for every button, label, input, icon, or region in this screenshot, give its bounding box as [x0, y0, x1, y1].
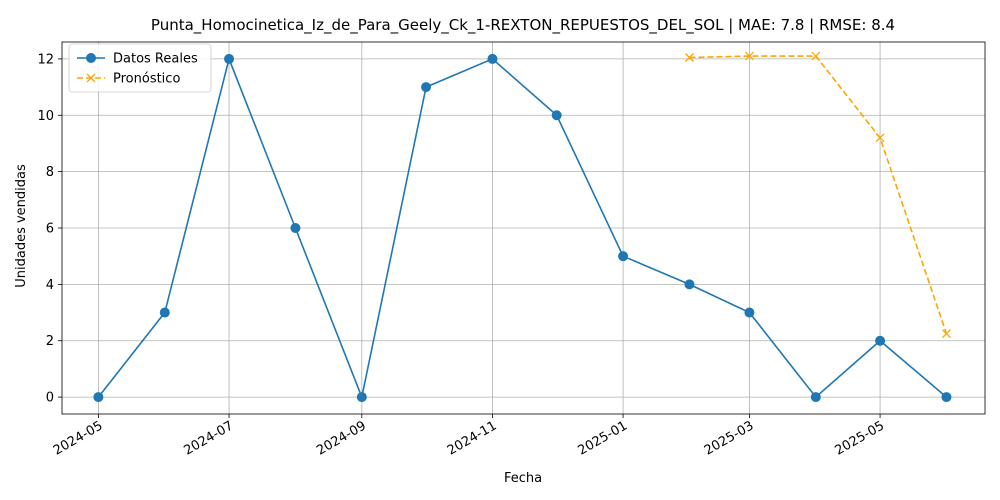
data-point — [290, 223, 301, 233]
grid-lines — [62, 42, 985, 414]
y-tick-label: 2 — [46, 334, 54, 349]
data-point — [941, 392, 952, 403]
y-axis-ticks: 0 2 4 6 8 10 12 — [37, 52, 62, 406]
data-point — [744, 51, 754, 61]
data-point — [159, 307, 170, 318]
data-point — [685, 53, 694, 62]
series-circle — [93, 53, 952, 403]
x-axis-label: Fecha — [504, 471, 542, 486]
legend-label: Datos Reales — [113, 52, 198, 67]
data-point — [93, 392, 104, 403]
legend-frame — [68, 43, 212, 93]
y-tick-label: 8 — [46, 165, 54, 180]
data-point — [551, 110, 562, 121]
y-tick-label: 12 — [37, 52, 54, 67]
series-x — [685, 51, 951, 339]
data-point — [875, 335, 886, 346]
legend: Datos Reales Pronóstico — [68, 43, 212, 93]
chart-title: Punta_Homocinetica_Iz_de_Para_Geely_Ck_1… — [151, 16, 895, 35]
data-point — [86, 73, 96, 83]
y-tick-label: 4 — [46, 278, 54, 293]
y-tick-label: 10 — [37, 109, 54, 124]
data-point — [356, 392, 367, 403]
data-point — [684, 279, 695, 290]
data-point — [941, 329, 951, 339]
y-tick-label: 6 — [46, 222, 54, 237]
data-point — [811, 51, 821, 61]
legend-item: Datos Reales — [77, 52, 198, 67]
series-layer — [93, 51, 952, 403]
legend-label: Pronóstico — [113, 72, 180, 87]
data-point — [618, 251, 629, 262]
data-point — [744, 307, 755, 318]
data-point — [875, 133, 885, 143]
data-point — [421, 82, 432, 93]
y-axis-label: Unidades vendidas — [14, 164, 29, 288]
data-point — [224, 53, 235, 64]
data-point — [86, 53, 96, 63]
data-point — [810, 392, 821, 403]
legend-item: Pronóstico — [77, 72, 180, 87]
y-tick-label: 0 — [46, 391, 54, 406]
series-line — [97, 56, 947, 400]
data-point — [487, 53, 498, 64]
